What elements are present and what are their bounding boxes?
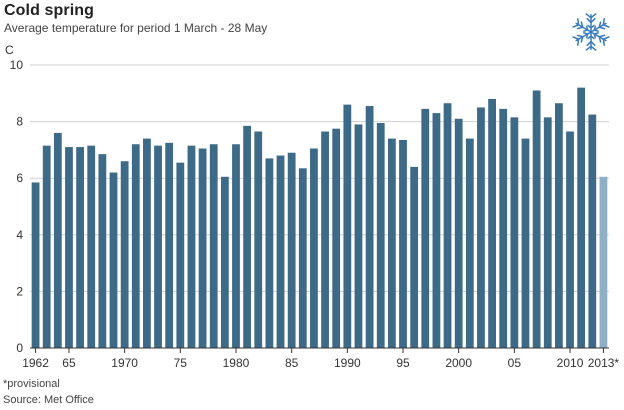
bar-1998 (432, 113, 441, 348)
bar-1972 (143, 138, 151, 348)
chart-subtitle: Average temperature for period 1 March -… (4, 21, 268, 35)
bar-1965 (65, 147, 73, 348)
bar-1981 (243, 125, 252, 348)
bar-1992 (365, 106, 374, 348)
bar-1975 (176, 162, 185, 348)
bar-1986 (298, 168, 307, 348)
bar-1980 (232, 144, 240, 348)
bar-1978 (209, 144, 218, 348)
bar-1991 (354, 124, 363, 349)
bars (31, 87, 608, 349)
snowflake-icon (572, 13, 610, 51)
bar-2010 (566, 131, 574, 348)
y-tick-label: 2 (16, 284, 23, 298)
bar-1969 (109, 172, 118, 348)
bar-2003 (488, 98, 496, 349)
y-tick-label: 8 (16, 115, 23, 129)
x-tick-label: 95 (396, 356, 410, 370)
bar-2006 (521, 138, 530, 348)
bar-1989 (332, 128, 341, 348)
x-tick-label: 1980 (223, 356, 250, 370)
y-tick-label: 4 (16, 228, 23, 242)
bar-1976 (187, 145, 196, 348)
bar-1984 (276, 155, 285, 348)
x-tick-label: 1990 (334, 356, 361, 370)
x-tick-label: 1962 (22, 356, 49, 370)
x-tick-label: 85 (285, 356, 299, 370)
bar-1971 (131, 144, 140, 348)
bar-1979 (220, 176, 229, 348)
x-tick-label: 2000 (445, 356, 472, 370)
bar-1973 (154, 145, 162, 348)
y-tick-label: 10 (10, 58, 24, 72)
bar-2009 (555, 103, 563, 349)
bar-1967 (87, 145, 96, 348)
bar-1970 (120, 161, 129, 348)
source-note: Source: Met Office (3, 394, 94, 406)
bar-1964 (53, 132, 62, 348)
x-tick-label: 05 (508, 356, 522, 370)
bar-1995 (399, 140, 407, 348)
x-tick-label: 2013* (588, 356, 620, 370)
x-tick-label: 75 (174, 356, 188, 370)
y-axis-label: C (5, 43, 14, 57)
bar-1997 (421, 108, 430, 349)
bar-2012 (588, 114, 597, 348)
y-axis-ticks: 0 2 4 6 8 10 (10, 58, 24, 355)
bar-2004 (499, 108, 508, 349)
bar-1974 (165, 142, 174, 348)
bar-1968 (98, 154, 107, 348)
bar-1994 (387, 138, 396, 348)
bar-1996 (410, 166, 419, 348)
x-axis-ticks: 1962 65 1970 75 1980 85 1990 95 2000 05 2010 2013* (22, 348, 619, 370)
bar-1993 (376, 123, 385, 348)
bar-2000 (454, 118, 463, 349)
bar-1966 (76, 147, 84, 348)
x-tick-label: 2010 (557, 356, 584, 370)
bar-2001 (465, 138, 474, 348)
bar-1988 (321, 131, 329, 348)
x-tick-label: 65 (62, 356, 76, 370)
bar-1962 (31, 182, 40, 348)
bar-1987 (310, 148, 318, 348)
bar-2007 (532, 90, 541, 348)
footnote: *provisional (3, 378, 60, 390)
bar-1963 (42, 145, 51, 348)
bar-2008 (543, 117, 552, 348)
bar-1983 (265, 158, 274, 348)
bar-1977 (198, 148, 207, 348)
chart-title: Cold spring (4, 2, 94, 19)
bar-2013 (599, 176, 608, 348)
bar-1999 (443, 103, 452, 349)
bar-2011 (577, 87, 586, 348)
x-tick-label: 1970 (111, 356, 138, 370)
bar-2005 (510, 117, 519, 348)
y-tick-label: 6 (16, 171, 23, 185)
bar-1982 (254, 131, 263, 348)
y-tick-label: 0 (16, 341, 23, 355)
bar-1990 (343, 104, 352, 349)
bar-2002 (477, 107, 485, 348)
bar-1985 (287, 152, 296, 348)
